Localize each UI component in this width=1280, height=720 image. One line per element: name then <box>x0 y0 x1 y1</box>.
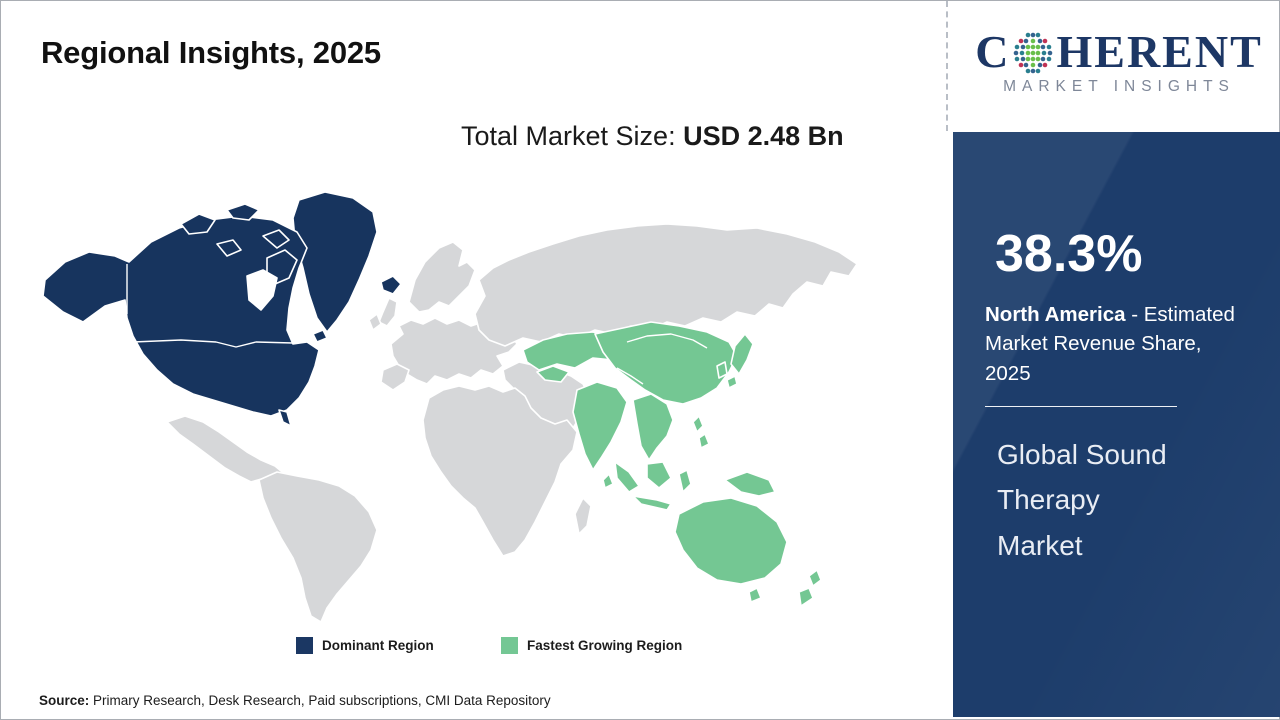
legend-item-fastest-growing: Fastest Growing Region <box>501 637 682 654</box>
map-region-rest-of-world <box>166 223 858 623</box>
sidebar-divider <box>985 406 1177 407</box>
source-line: Source: Primary Research, Desk Research,… <box>39 693 551 708</box>
us-canada-border <box>132 339 294 348</box>
source-text: Primary Research, Desk Research, Paid su… <box>89 693 551 708</box>
market-share-region: North America <box>985 303 1126 326</box>
market-share-value: 38.3% <box>995 225 1143 283</box>
legend: Dominant Region Fastest Growing Region <box>1 637 941 661</box>
total-market-size: Total Market Size: USD 2.48 Bn <box>461 117 859 156</box>
dotted-globe-icon <box>1014 32 1053 74</box>
dominant-region-label: Dominant Region <box>322 638 434 653</box>
logo-subtitle: MARKET INSIGHTS <box>1003 78 1235 95</box>
map-region-asia-pacific <box>522 321 822 607</box>
coherent-market-insights-logo: C HERENT MARKET INSIGHTS <box>969 29 1269 96</box>
hudson-bay <box>246 269 278 311</box>
logo-divider-dashed <box>946 1 948 131</box>
source-label: Source: <box>39 693 90 708</box>
logo-letter-c: C <box>975 26 1011 77</box>
china-india-border <box>616 367 644 385</box>
map-region-north-america <box>42 191 402 427</box>
logo-letters-herent: HERENT <box>1056 26 1263 77</box>
logo-wordmark: C HERENT <box>969 29 1269 75</box>
stats-sidebar: 38.3% North America - Estimated Market R… <box>953 132 1280 717</box>
market-title: Global Sound Therapy Market <box>997 439 1167 561</box>
total-market-size-label: Total Market Size: <box>461 121 684 151</box>
fastest-growing-region-label: Fastest Growing Region <box>527 638 683 653</box>
market-share-desc-text: - Estimated Market Revenue Share, 2025 <box>985 303 1235 385</box>
page-title: Regional Insights, 2025 <box>41 35 381 70</box>
mongolia-border <box>626 333 708 349</box>
dominant-region-swatch <box>296 637 313 654</box>
world-map <box>31 184 871 629</box>
total-market-size-value: USD 2.48 Bn <box>683 121 844 151</box>
market-share-description: North America - Estimated Market Revenue… <box>985 300 1245 388</box>
legend-item-dominant: Dominant Region <box>296 637 434 654</box>
fastest-growing-region-swatch <box>501 637 518 654</box>
